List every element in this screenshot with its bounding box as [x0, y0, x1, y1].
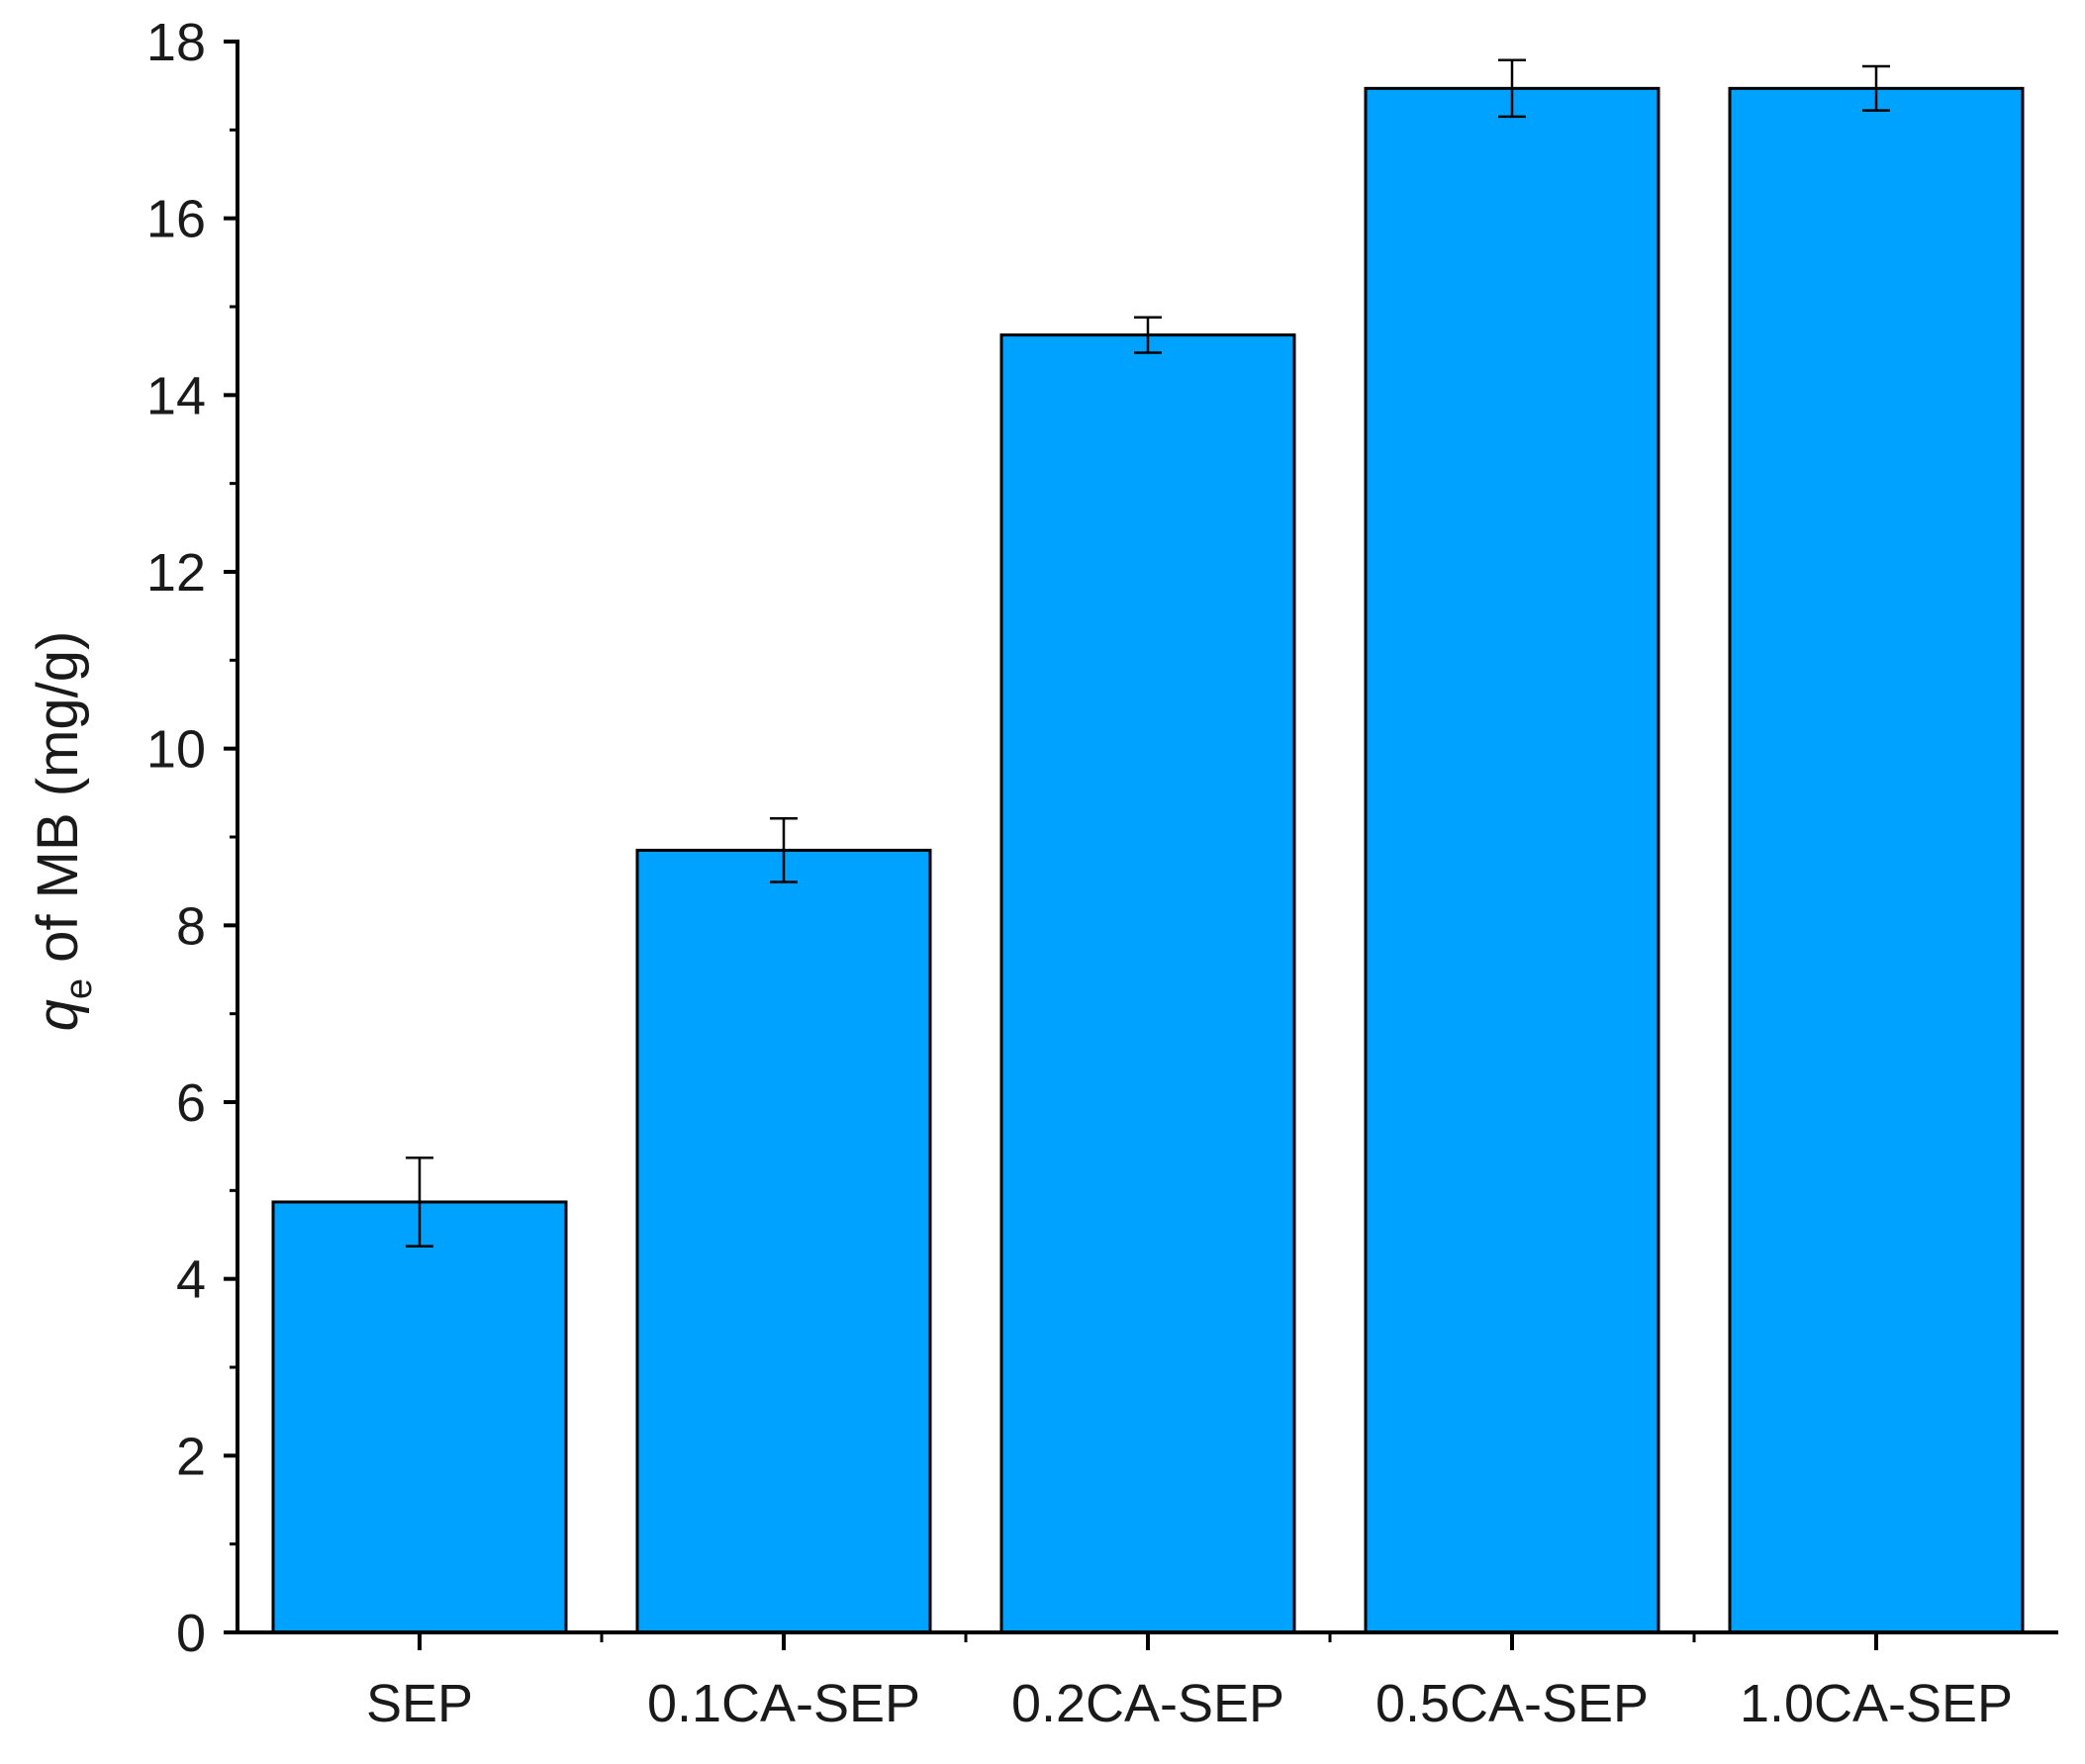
y-axis-label-subscript: e — [58, 978, 100, 999]
error-bar — [406, 1157, 433, 1248]
y-tick-label: 18 — [146, 13, 206, 72]
error-bar — [1134, 316, 1162, 354]
y-tick-label: 0 — [176, 1604, 206, 1663]
y-axis-label: qe of MB (mg/g) — [26, 631, 100, 1032]
bar-0-2ca-sep — [999, 333, 1296, 1634]
y-axis-label-text: of MB (mg/g) — [26, 631, 90, 978]
error-bar — [1498, 58, 1526, 119]
y-tick-label: 6 — [176, 1073, 206, 1133]
y-ticks-group: 0 2 4 6 8 10 12 14 16 18 — [146, 13, 237, 1663]
y-tick-label: 14 — [146, 366, 206, 425]
y-tick-label: 16 — [146, 190, 206, 249]
x-tick-label: 0.2CA-SEP — [1011, 1674, 1284, 1733]
bar-sep — [271, 1200, 568, 1634]
x-tick-label: 0.5CA-SEP — [1375, 1674, 1649, 1733]
y-tick-label: 10 — [146, 720, 206, 780]
y-axis-label-symbol: q — [26, 999, 90, 1031]
error-bar — [770, 816, 798, 883]
x-tick-label: 0.1CA-SEP — [647, 1674, 920, 1733]
bar-1-0ca-sep — [1728, 86, 2025, 1634]
x-tick-label: SEP — [366, 1674, 473, 1733]
x-tick-label: 1.0CA-SEP — [1740, 1674, 2013, 1733]
bar-0-1ca-sep — [635, 848, 932, 1634]
y-tick-label: 12 — [146, 543, 206, 603]
y-tick-label: 4 — [176, 1251, 206, 1310]
bar-0-5ca-sep — [1364, 86, 1660, 1634]
x-ticks-group: SEP 0.1CA-SEP 0.2CA-SEP 0.5CA-SEP 1.0CA-SEP — [366, 1632, 2013, 1733]
error-bar — [1862, 64, 1890, 112]
y-tick-label: 8 — [176, 896, 206, 956]
y-tick-label: 2 — [176, 1427, 206, 1486]
error-bars-group — [406, 58, 1890, 1248]
